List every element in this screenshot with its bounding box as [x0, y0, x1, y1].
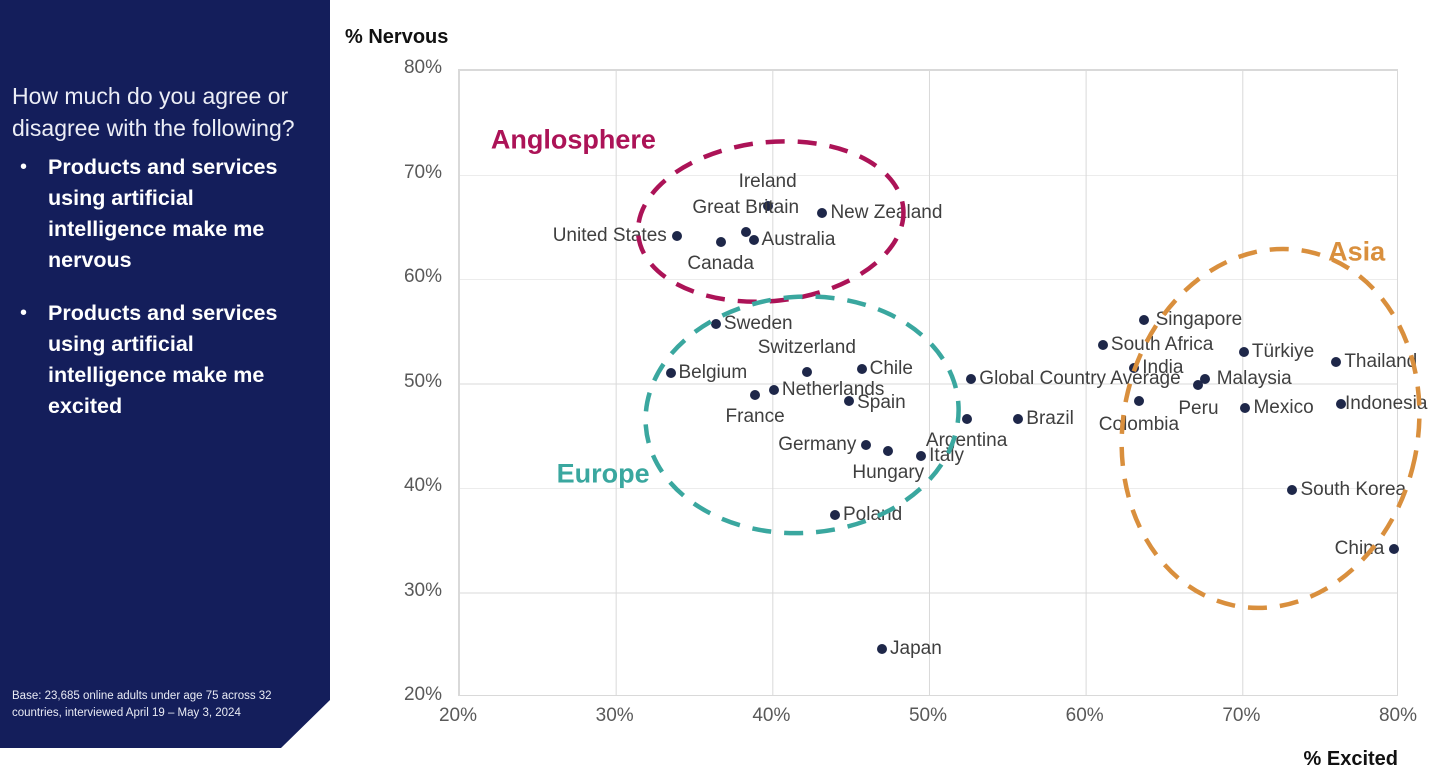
data-point-label-sweden: Sweden	[723, 312, 793, 334]
x-tick-label: 70%	[1222, 705, 1261, 726]
data-point-label-india: India	[1142, 356, 1184, 378]
data-point-label-united-states: United States	[552, 225, 667, 247]
data-point-dot-new-zealand	[817, 208, 828, 219]
data-point-label-switzerland: Switzerland	[757, 337, 856, 358]
data-point-dot-global-country-average	[966, 374, 977, 385]
data-point-label-south-africa: South Africa	[1110, 333, 1214, 355]
data-point-dot-poland	[830, 510, 840, 521]
bullet-icon: •	[20, 302, 28, 324]
bullet-icon: •	[20, 156, 28, 178]
data-point-dot-switzerland	[801, 367, 812, 377]
statement-list: • Products and services using artificial…	[12, 152, 312, 444]
data-point-dot-united-states	[671, 231, 682, 242]
y-tick-label: 50%	[403, 370, 442, 392]
x-tick-label: 30%	[595, 705, 634, 726]
data-point-label-ireland: Ireland	[738, 170, 797, 192]
data-point-dot-singapore	[1138, 314, 1149, 325]
data-point-label-new-zealand: New Zealand	[830, 202, 943, 224]
data-point-label-colombia: Colombia	[1098, 414, 1180, 436]
data-point-label-poland: Poland	[843, 504, 903, 526]
data-point-dot-sweden	[710, 318, 721, 329]
data-point-dot-spain	[844, 396, 855, 407]
data-point-dot-italy	[916, 450, 927, 461]
x-tick-label: 50%	[908, 705, 948, 726]
x-tick-label: 40%	[752, 705, 791, 726]
data-point-dot-india	[1129, 362, 1140, 373]
data-point-dot-south-africa	[1097, 339, 1108, 350]
data-point-label-peru: Peru	[1178, 397, 1219, 419]
y-axis-title: % Nervous	[345, 26, 449, 48]
y-tick-label: 60%	[403, 266, 442, 287]
data-point-dot-belgium	[665, 368, 676, 379]
data-point-dot-mexico	[1240, 402, 1251, 413]
data-point-dot-canada	[715, 237, 726, 248]
data-point-label-malaysia: Malaysia	[1216, 368, 1292, 390]
data-point-dot-great-britain	[740, 226, 751, 237]
data-point-label-brazil: Brazil	[1026, 408, 1074, 430]
y-tick-label: 40%	[403, 475, 442, 496]
x-axis-title: % Excited	[1303, 748, 1398, 770]
statement-text: Products and services using artificial i…	[48, 301, 278, 418]
data-point-label-t-rkiye: Türkiye	[1251, 341, 1315, 363]
data-point-label-spain: Spain	[857, 392, 906, 414]
survey-question: How much do you agree or disagree with t…	[12, 83, 295, 141]
sidebar: How much do you agree or disagree with t…	[0, 0, 330, 748]
base-note-line-2: countries, interviewed April 19 – May 3,…	[12, 707, 241, 719]
data-point-label-hungary: Hungary	[852, 462, 925, 484]
data-point-dot-australia	[748, 235, 759, 246]
data-point-label-china: China	[1334, 537, 1385, 559]
statement-item-excited: • Products and services using artificial…	[12, 298, 312, 422]
data-point-label-australia: Australia	[761, 229, 836, 251]
plot-area: Ireland New Zealand United States Great Bri…	[458, 69, 1427, 696]
cluster-label-anglosphere: Anglosphere	[490, 124, 656, 155]
data-point-dot-chile	[856, 363, 867, 374]
cluster-ellipse-europe	[643, 294, 961, 536]
data-point-dot-netherlands	[768, 384, 779, 395]
data-point-label-canada: Canada	[687, 253, 754, 275]
statement-item-nervous: • Products and services using artificial…	[12, 152, 312, 276]
data-point-dot-brazil	[1013, 414, 1024, 425]
y-tick-label: 70%	[403, 161, 442, 183]
cluster-label-europe: Europe	[556, 458, 650, 489]
data-point-dot-china	[1389, 543, 1400, 554]
y-tick-label: 30%	[403, 579, 442, 601]
data-point-dot-japan	[877, 643, 887, 654]
data-point-dot-malaysia	[1199, 374, 1210, 385]
data-point-label-japan: Japan	[890, 637, 942, 659]
data-point-label-south-korea: South Korea	[1300, 479, 1407, 501]
data-point-dot-colombia	[1133, 396, 1144, 407]
base-note-line-1: Base: 23,685 online adults under age 75 …	[12, 690, 272, 702]
y-tick-label: 20%	[403, 684, 442, 705]
x-tick-label: 20%	[438, 705, 478, 726]
x-tick-label: 80%	[1378, 705, 1418, 726]
cluster-label-asia: Asia	[1328, 236, 1386, 267]
data-point-dot-germany	[861, 440, 872, 451]
data-point-dot-france	[750, 389, 761, 400]
base-note: Base: 23,685 online adults under age 75 …	[12, 688, 302, 722]
data-point-dot-argentina	[961, 414, 972, 425]
data-point-dot-thailand	[1331, 356, 1342, 367]
data-point-dot-t-rkiye	[1238, 347, 1249, 358]
y-tick-label: 80%	[403, 57, 442, 78]
data-point-dot-south-korea	[1287, 485, 1298, 496]
data-point-dot-hungary	[883, 446, 894, 457]
data-point-label-france: France	[725, 405, 785, 427]
data-point-label-germany: Germany	[778, 434, 857, 456]
data-point-label-great-britain: Great Britain	[692, 196, 800, 218]
data-point-label-mexico: Mexico	[1253, 396, 1314, 418]
data-point-label-belgium: Belgium	[678, 362, 748, 384]
data-point-label-thailand: Thailand	[1344, 350, 1418, 372]
data-point-label-singapore: Singapore	[1155, 308, 1243, 330]
data-point-label-indonesia: Indonesia	[1345, 393, 1428, 415]
statement-text: Products and services using artificial i…	[48, 155, 278, 272]
x-tick-label: 60%	[1065, 705, 1104, 726]
data-point-label-argentina: Argentina	[925, 430, 1008, 452]
